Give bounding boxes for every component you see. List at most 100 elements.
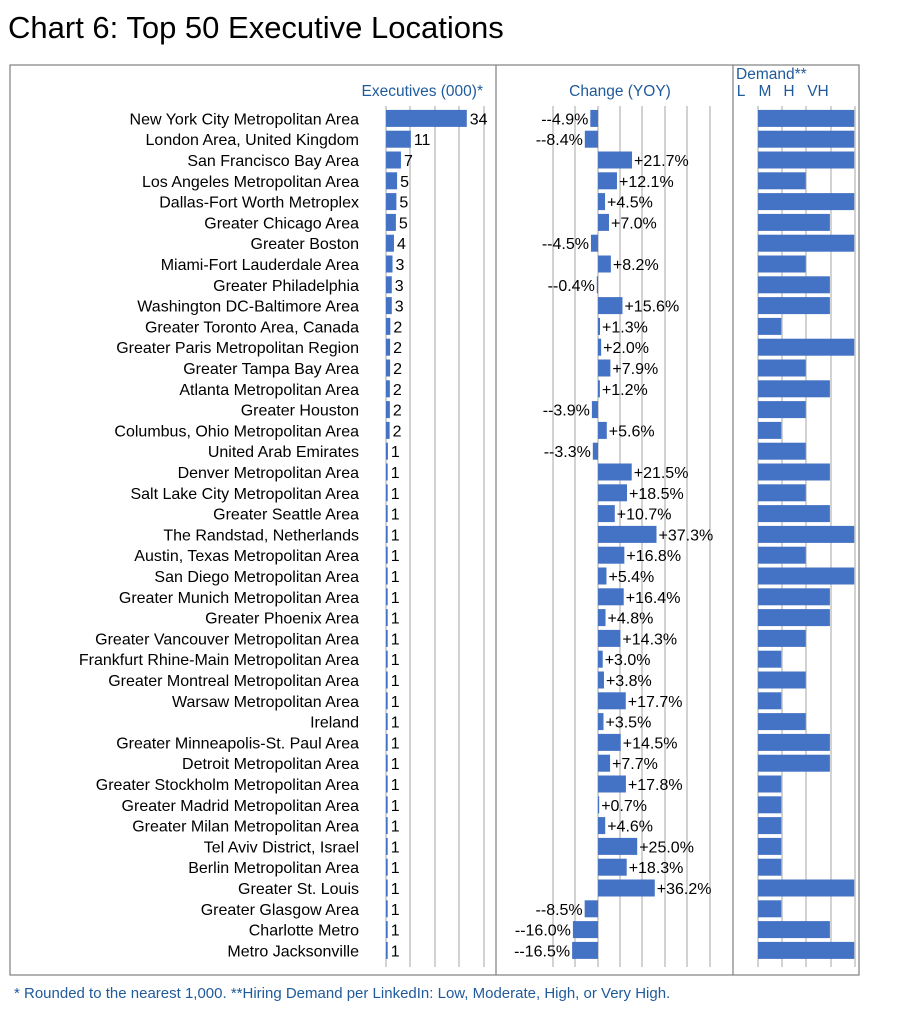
- change-value-label: +36.2%: [657, 881, 712, 898]
- change-value-label: +5.4%: [608, 569, 654, 586]
- category-label: Greater Glasgow Area: [201, 902, 359, 919]
- change-bar: [598, 650, 603, 668]
- chart-title: Chart 6: Top 50 Executive Locations: [8, 10, 504, 45]
- executives-bar: [386, 421, 390, 439]
- executives-bar: [386, 338, 391, 356]
- category-label: Greater Houston: [241, 403, 359, 420]
- executives-value-label: 1: [391, 756, 400, 773]
- change-bar: [598, 297, 623, 315]
- executives-bar: [386, 484, 388, 502]
- executives-bar: [386, 713, 388, 731]
- demand-bar: [758, 525, 855, 543]
- executives-value-label: 1: [391, 548, 400, 565]
- change-value-label: +21.5%: [634, 465, 689, 482]
- change-bar: [598, 255, 611, 273]
- change-value-label: --3.9%: [543, 403, 590, 420]
- change-bar: [598, 567, 607, 585]
- category-label: Greater Milan Metropolitan Area: [132, 819, 359, 836]
- executives-value-label: 1: [391, 673, 400, 690]
- executives-value-label: 4: [397, 236, 406, 253]
- executives-bar: [386, 733, 388, 751]
- change-bar: [598, 588, 624, 606]
- change-bar: [590, 234, 598, 252]
- category-label: Columbus, Ohio Metropolitan Area: [114, 423, 359, 440]
- change-value-label: --8.4%: [536, 132, 583, 149]
- executives-value-label: 2: [393, 423, 402, 440]
- executives-bar: [386, 442, 388, 460]
- executives-bar: [386, 858, 388, 876]
- change-value-label: --4.9%: [541, 111, 588, 128]
- demand-bars: [758, 109, 855, 959]
- executives-value-label: 1: [391, 860, 400, 877]
- change-bar: [598, 505, 615, 523]
- category-label: Washington DC-Baltimore Area: [137, 299, 359, 316]
- executives-value-label: 5: [400, 174, 409, 191]
- executives-value-label: 1: [391, 569, 400, 586]
- demand-bar: [758, 193, 855, 211]
- demand-bar: [758, 380, 830, 398]
- change-value-label: +1.2%: [602, 382, 648, 399]
- demand-bar: [758, 921, 830, 939]
- change-value-label: +4.8%: [608, 611, 654, 628]
- executives-value-label: 2: [393, 403, 402, 420]
- demand-bar: [758, 546, 806, 564]
- demand-bar: [758, 317, 782, 335]
- category-label: Greater Minneapolis-St. Paul Area: [116, 735, 359, 752]
- change-bar: [598, 713, 604, 731]
- demand-bar: [758, 692, 782, 710]
- executives-value-label: 3: [396, 257, 405, 274]
- change-value-label: +8.2%: [613, 257, 659, 274]
- category-label: Detroit Metropolitan Area: [182, 756, 359, 773]
- executives-bar: [386, 546, 388, 564]
- executives-value-label: 1: [391, 444, 400, 461]
- executives-bar: [386, 921, 388, 939]
- executives-bar: [386, 317, 391, 335]
- executives-value-label: 1: [391, 881, 400, 898]
- change-bar: [592, 442, 598, 460]
- executives-value-label: 11: [414, 132, 431, 149]
- demand-bar: [758, 567, 855, 585]
- category-label: Greater Phoenix Area: [205, 611, 359, 628]
- change-bar: [591, 401, 598, 419]
- demand-bar: [758, 151, 855, 169]
- executives-value-label: 5: [399, 215, 408, 232]
- footnote: * Rounded to the nearest 1,000. **Hiring…: [14, 985, 671, 1002]
- executives-value-label: 34: [470, 111, 488, 128]
- change-value-label: +10.7%: [617, 507, 672, 524]
- change-value-label: +0.7%: [601, 798, 647, 815]
- change-bar: [598, 775, 626, 793]
- demand-bar: [758, 837, 782, 855]
- executives-value-label: 1: [391, 590, 400, 607]
- change-value-label: +12.1%: [619, 174, 674, 191]
- category-label: London Area, United Kingdom: [146, 132, 359, 149]
- change-header: Change (YOY): [569, 83, 671, 100]
- category-label: The Randstad, Netherlands: [163, 527, 359, 544]
- executives-value-label: 2: [393, 382, 402, 399]
- panel-headers: Executives (000)* Change (YOY) Demand**L M H…: [362, 66, 829, 100]
- category-label: Greater St. Louis: [238, 881, 359, 898]
- executives-bar: [386, 650, 388, 668]
- executives-bar: [386, 380, 390, 398]
- change-value-label: +3.8%: [606, 673, 652, 690]
- change-bar: [598, 151, 633, 169]
- change-bar: [584, 130, 598, 148]
- change-bar: [590, 109, 598, 127]
- executives-value-label: 1: [391, 819, 400, 836]
- demand-bar: [758, 629, 806, 647]
- executives-bar: [386, 276, 392, 294]
- change-bar: [598, 733, 621, 751]
- category-label: Salt Lake City Metropolitan Area: [130, 486, 359, 503]
- change-value-label: +16.4%: [626, 590, 681, 607]
- demand-bar: [758, 900, 782, 918]
- change-bar: [598, 546, 625, 564]
- change-bar: [598, 525, 657, 543]
- change-value-label: +25.0%: [639, 839, 694, 856]
- executives-bar: [386, 297, 392, 315]
- category-label: San Diego Metropolitan Area: [154, 569, 359, 586]
- executives-bar: [386, 130, 411, 148]
- change-value-label: +4.5%: [607, 195, 653, 212]
- demand-bar: [758, 421, 782, 439]
- change-bar: [598, 837, 638, 855]
- change-value-label: --16.5%: [514, 943, 570, 960]
- category-label: New York City Metropolitan Area: [130, 111, 360, 128]
